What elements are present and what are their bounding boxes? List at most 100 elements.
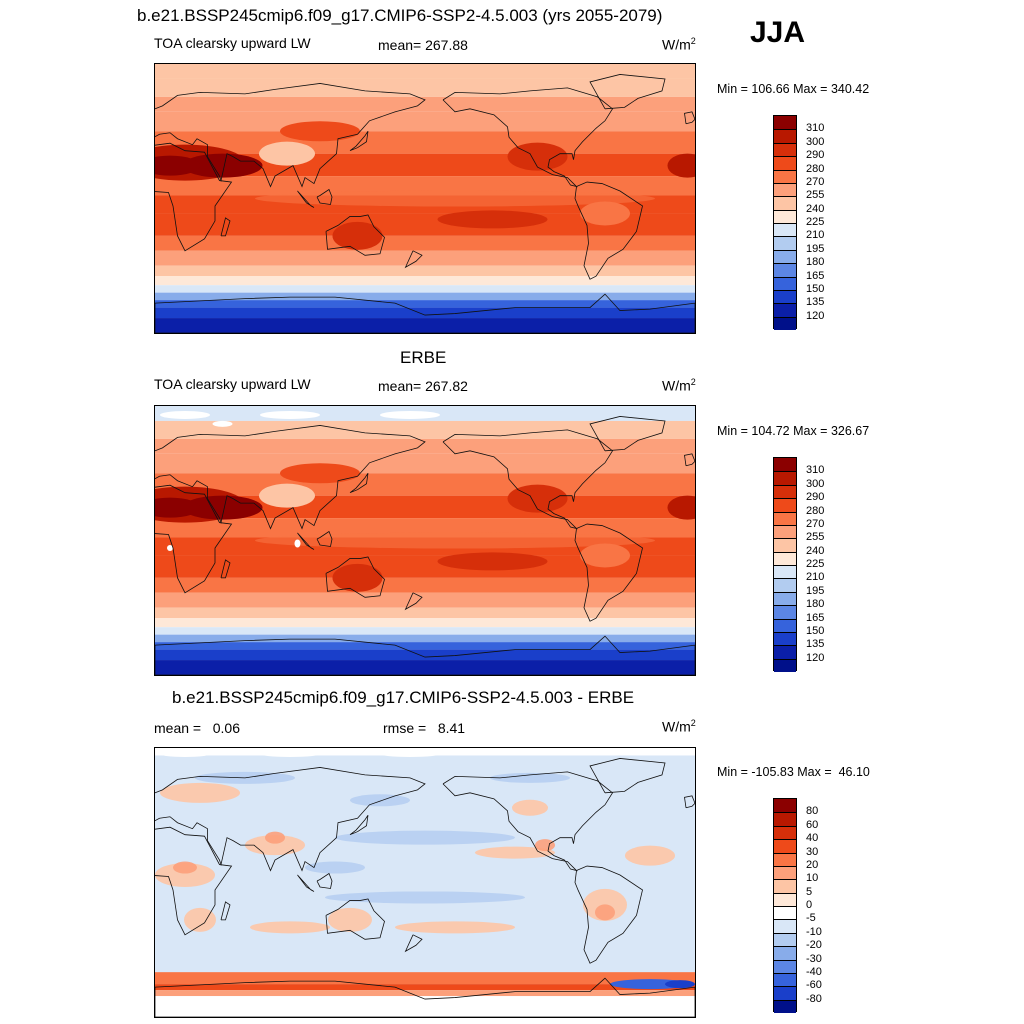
colorbar-swatch (774, 631, 796, 646)
colorbar-swatch (774, 932, 796, 947)
colorbar-swatch (774, 972, 796, 987)
panel2-units: W/m2 (662, 377, 696, 394)
colorbar-swatch (774, 484, 796, 499)
panel1-minmax: Min = 106.66 Max = 340.42 (717, 82, 870, 96)
colorbar-tick-label: 0 (806, 899, 813, 911)
colorbar-tick-label: 280 (806, 504, 825, 517)
colorbar-tick-label: 225 (806, 216, 825, 228)
panel3-units: W/m2 (662, 718, 696, 735)
colorbar-tick-label: 280 (806, 162, 825, 175)
colorbar-swatch (774, 263, 796, 277)
colorbar-tick-label: 270 (806, 175, 825, 188)
colorbar-swatch (774, 578, 796, 592)
colorbar-tick-label: 300 (806, 477, 825, 490)
colorbar-swatch (774, 658, 796, 672)
panel3-map (154, 747, 696, 1018)
colorbar-tick-label: 300 (806, 135, 825, 148)
colorbar-swatch (774, 209, 796, 223)
colorbar-swatch (774, 919, 796, 933)
colorbar-swatch (774, 498, 796, 512)
colorbar-swatch (774, 986, 796, 1000)
colorbar-swatch (774, 511, 796, 525)
colorbar-swatch (774, 196, 796, 210)
colorbar-tick-label: 290 (806, 149, 825, 162)
colorbar-tick-label: -10 (806, 925, 822, 938)
panel1-units: W/m2 (662, 36, 696, 53)
colorbar-tick-label: 225 (806, 558, 825, 570)
colorbar-tick-label: 20 (806, 858, 819, 871)
colorbar-tick-label: 240 (806, 202, 825, 215)
colorbar-swatch (774, 116, 796, 130)
colorbar-swatch (774, 156, 796, 170)
colorbar-swatch (774, 236, 796, 250)
panel1-colorbar (773, 115, 797, 330)
colorbar-tick-label: 210 (806, 571, 825, 584)
colorbar-swatch (774, 959, 796, 973)
colorbar-swatch (774, 591, 796, 606)
colorbar-tick-label: -60 (806, 979, 822, 992)
colorbar-swatch (774, 551, 796, 565)
colorbar-tick-label: -5 (806, 912, 816, 925)
panel2-colorbar (773, 457, 797, 672)
season-label: JJA (750, 16, 806, 49)
colorbar-tick-label: 180 (806, 256, 825, 269)
colorbar-tick-label: 255 (806, 531, 825, 544)
panel3-title: b.e21.BSSP245cmip6.f09_g17.CMIP6-SSP2-4.… (172, 688, 635, 707)
colorbar-tick-label: 135 (806, 296, 825, 309)
colorbar-tick-label: 30 (806, 845, 819, 858)
panel3-minmax: Min = -105.83 Max = 46.10 (717, 765, 870, 779)
panel2-map (154, 405, 696, 676)
colorbar-tick-label: 60 (806, 818, 819, 831)
main-title: b.e21.BSSP245cmip6.f09_g17.CMIP6-SSP2-4.… (137, 6, 663, 25)
panel2-minmax: Min = 104.72 Max = 326.67 (717, 424, 870, 438)
colorbar-tick-label: 120 (806, 309, 825, 322)
colorbar-swatch (774, 799, 796, 813)
colorbar-tick-label: 40 (806, 832, 819, 845)
colorbar-swatch (774, 605, 796, 619)
colorbar-swatch (774, 142, 796, 157)
colorbar-tick-label: 165 (806, 269, 825, 282)
colorbar-swatch (774, 645, 796, 659)
panel3-colorbar (773, 798, 797, 1013)
colorbar-tick-label: 150 (806, 624, 825, 637)
colorbar-tick-label: 80 (806, 805, 819, 818)
colorbar-tick-label: 180 (806, 598, 825, 611)
colorbar-swatch (774, 865, 796, 880)
colorbar-swatch (774, 458, 796, 472)
colorbar-swatch (774, 825, 796, 840)
colorbar-tick-label: 10 (806, 872, 819, 885)
colorbar-tick-label: -80 (806, 992, 822, 1005)
colorbar-tick-label: 195 (806, 584, 825, 597)
colorbar-tick-label: 290 (806, 491, 825, 504)
panel1-variable-label: TOA clearsky upward LW (154, 35, 311, 51)
panel2-title: ERBE (400, 348, 447, 367)
panel1-mean-label: mean= 267.88 (378, 37, 468, 53)
colorbar-tick-label: 120 (806, 651, 825, 664)
colorbar-swatch (774, 538, 796, 552)
colorbar-swatch (774, 129, 796, 143)
colorbar-tick-label: 240 (806, 544, 825, 557)
colorbar-swatch (774, 839, 796, 853)
colorbar-tick-label: 195 (806, 242, 825, 255)
colorbar-tick-label: 165 (806, 611, 825, 624)
panel2-variable-label: TOA clearsky upward LW (154, 376, 311, 392)
colorbar-swatch (774, 276, 796, 290)
colorbar-swatch (774, 852, 796, 866)
colorbar-swatch (774, 565, 796, 579)
panel3-rmse-label: rmse = 8.41 (383, 720, 466, 736)
colorbar-swatch (774, 471, 796, 485)
colorbar-swatch (774, 223, 796, 237)
colorbar-tick-label: 270 (806, 517, 825, 530)
colorbar-swatch (774, 946, 796, 960)
colorbar-swatch (774, 999, 796, 1013)
colorbar-swatch (774, 618, 796, 632)
colorbar-tick-label: 255 (806, 189, 825, 202)
colorbar-swatch (774, 289, 796, 304)
panel2-mean-label: mean= 267.82 (378, 378, 468, 394)
colorbar-swatch (774, 316, 796, 330)
colorbar-swatch (774, 303, 796, 317)
colorbar-tick-label: 310 (806, 122, 825, 135)
colorbar-tick-label: -40 (806, 965, 822, 978)
colorbar-swatch (774, 524, 796, 539)
colorbar-tick-label: -30 (806, 952, 822, 965)
